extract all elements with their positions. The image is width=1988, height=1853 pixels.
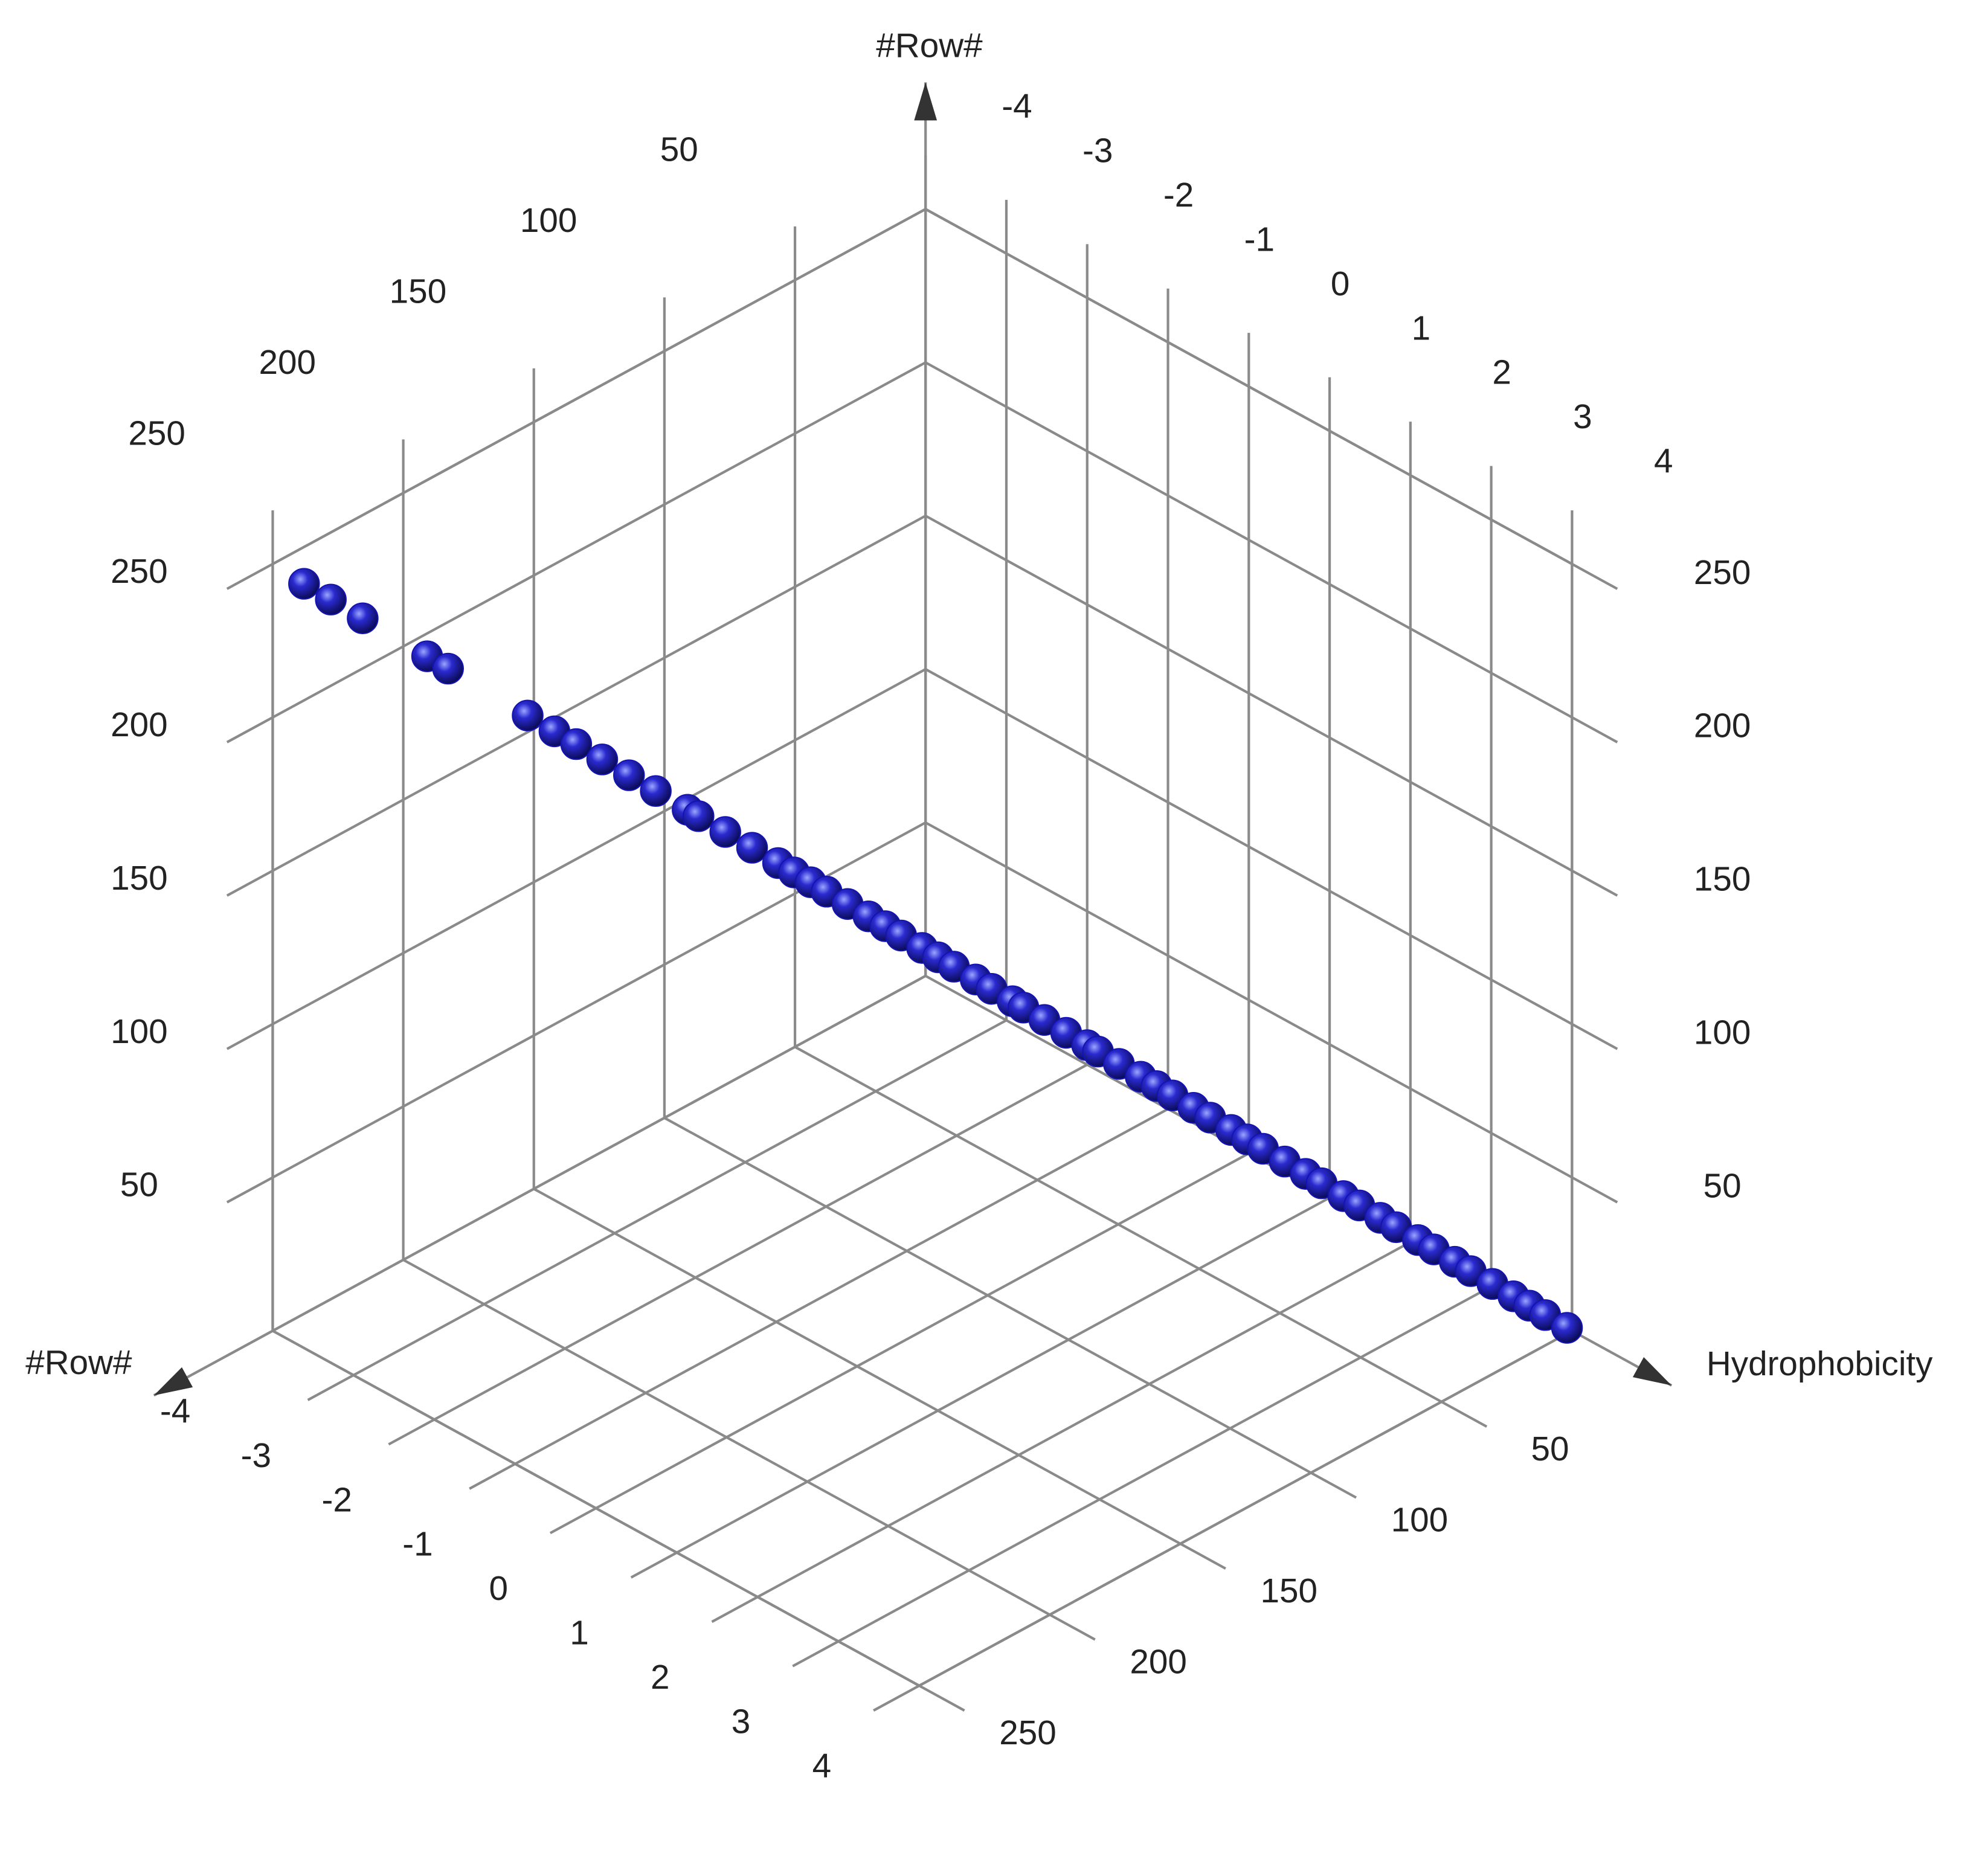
- y-tick-label: 4: [1654, 443, 1673, 481]
- grid-line: [226, 515, 927, 897]
- x-tick-label: 150: [1261, 1572, 1318, 1610]
- y-tick-label: 2: [651, 1659, 670, 1697]
- y-tick-label: 4: [812, 1747, 832, 1785]
- grid-line: [925, 821, 1618, 1204]
- grid-line: [663, 1117, 1357, 1499]
- point: [288, 568, 320, 600]
- z-tick-label: 150: [1694, 861, 1751, 899]
- grid-line: [226, 668, 927, 1050]
- grid-line: [533, 1187, 1226, 1570]
- z-tick-label: 200: [111, 706, 168, 744]
- grid-line: [388, 1063, 1088, 1446]
- grid-line: [925, 361, 1618, 743]
- point: [640, 775, 672, 807]
- y-tick-label: -3: [1082, 132, 1113, 170]
- z-tick-label: 100: [1694, 1014, 1751, 1052]
- grid-line: [549, 1152, 1250, 1535]
- y-tick-label: 3: [1573, 398, 1592, 436]
- point: [683, 800, 715, 832]
- x-tick-label: 150: [390, 272, 447, 310]
- y-tick-label: -4: [1002, 88, 1032, 126]
- y-tick-label: 0: [1331, 265, 1350, 303]
- grid-line: [469, 1108, 1169, 1490]
- x-tick-label: 100: [1391, 1501, 1449, 1539]
- x-tick-label: 250: [128, 414, 185, 452]
- grid-line: [226, 361, 927, 743]
- x-tick-label: 250: [999, 1714, 1057, 1752]
- grid-line: [630, 1196, 1331, 1579]
- point: [1551, 1312, 1583, 1344]
- y-tick-label: 2: [1492, 354, 1511, 392]
- grid-line: [226, 974, 927, 1357]
- grid-line: [925, 515, 1618, 897]
- z-tick-label: 250: [111, 553, 168, 591]
- x-tick-label: 50: [1531, 1430, 1569, 1468]
- y-tick-label: -1: [402, 1526, 433, 1564]
- grid-line: [794, 1045, 1488, 1428]
- y-tick-label: -2: [1163, 176, 1194, 214]
- z-tick-label: 200: [1694, 707, 1751, 745]
- axis-arrow: [1632, 1357, 1672, 1386]
- grid-line: [925, 668, 1618, 1050]
- grid-line: [711, 1241, 1411, 1623]
- z-tick-label: 50: [1703, 1167, 1742, 1205]
- z-tick-label: 150: [111, 859, 168, 898]
- z-tick-label: 250: [1694, 554, 1751, 592]
- x-axis-label: Hydrophobicity: [1707, 1345, 1933, 1383]
- axis-arrow: [153, 1367, 193, 1396]
- point: [586, 743, 619, 776]
- x-tick-label: 200: [259, 344, 317, 382]
- x-tick-label: 100: [520, 202, 577, 240]
- point: [315, 583, 347, 615]
- y-tick-label: -3: [241, 1437, 271, 1475]
- point: [347, 602, 379, 634]
- z-tick-label: 100: [111, 1013, 168, 1051]
- point: [432, 652, 465, 685]
- x-tick-label: 200: [1130, 1643, 1187, 1681]
- y-tick-label: 1: [1412, 309, 1431, 347]
- grid-line: [402, 1259, 1096, 1641]
- y-tick-label: 0: [489, 1570, 508, 1608]
- point: [512, 699, 544, 731]
- grid-line: [925, 208, 1618, 590]
- axis-arrow: [914, 82, 938, 121]
- y-tick-label: -1: [1244, 220, 1275, 259]
- grid-line: [272, 1329, 965, 1712]
- y-tick-label: -2: [321, 1481, 352, 1519]
- y-tick-label: 3: [732, 1703, 751, 1741]
- x-tick-label: 50: [660, 130, 698, 169]
- point: [709, 816, 741, 848]
- y-tick-label: 1: [570, 1614, 589, 1652]
- grid-line: [792, 1285, 1492, 1668]
- grid-line: [226, 208, 927, 590]
- z-axis-label: #Row#: [876, 27, 983, 65]
- point: [736, 832, 768, 864]
- grid-line: [873, 1329, 1573, 1712]
- y-axis-label: #Row#: [25, 1344, 132, 1382]
- point: [613, 759, 645, 791]
- grid-line: [307, 1019, 1007, 1401]
- z-tick-label: 50: [120, 1166, 158, 1204]
- y-tick-label: -4: [160, 1392, 190, 1430]
- point: [560, 728, 593, 760]
